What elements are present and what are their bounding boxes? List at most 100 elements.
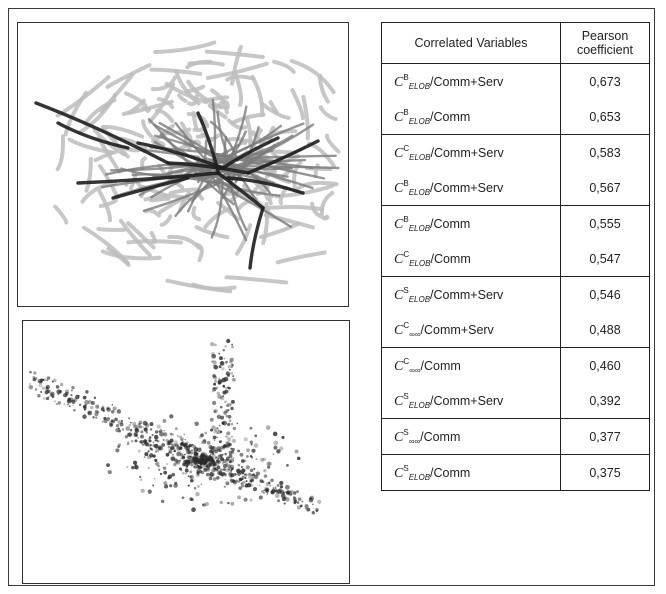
street-segment-light [272, 59, 296, 74]
variable-sup: B [403, 214, 409, 224]
street-segment-light [98, 164, 120, 200]
activity-point [258, 484, 261, 487]
activity-point [200, 441, 203, 444]
activity-point [240, 482, 243, 485]
activity-point [251, 473, 254, 477]
activity-point [37, 393, 41, 398]
activity-point [216, 427, 219, 430]
activity-point [71, 399, 76, 404]
activity-point [40, 378, 44, 382]
street-segment-light [105, 63, 152, 89]
activity-point [230, 422, 234, 426]
activity-point [45, 396, 50, 401]
activity-point [268, 461, 273, 466]
variable-symbol: C [394, 322, 404, 338]
activity-point [149, 453, 154, 458]
activity-point [279, 490, 285, 495]
activity-point [162, 419, 167, 423]
activity-point [143, 427, 148, 432]
activity-point [216, 436, 218, 439]
activity-point [222, 348, 226, 352]
variable-target: /Comm+Serv [430, 393, 504, 408]
activity-point [212, 445, 215, 448]
activity-point [186, 455, 190, 459]
activity-point [147, 489, 152, 494]
activity-point [184, 453, 186, 456]
street-segment-light [203, 207, 231, 229]
table-row: CSELOB/Comm 0,375 [381, 454, 650, 491]
activity-point [147, 466, 150, 470]
activity-point [84, 399, 89, 405]
street-segment-light [225, 74, 256, 82]
activity-point [248, 472, 252, 477]
table-row: CBELOB/Comm+Serv 0,567 [381, 170, 650, 206]
activity-point [249, 468, 254, 473]
variable-sub: ∞∞ [409, 329, 421, 339]
activity-point [276, 449, 281, 454]
activity-point [68, 405, 71, 408]
activity-point [206, 467, 210, 471]
table-row: CBELOB/Comm+Serv 0,673 [381, 63, 650, 99]
activity-point [213, 409, 218, 414]
activity-point [183, 433, 186, 436]
street-segment-main [196, 111, 220, 173]
activity-point [244, 476, 247, 480]
activity-point [140, 430, 144, 434]
street-segment-light [53, 204, 69, 225]
activity-point [94, 409, 99, 413]
activity-point [200, 433, 204, 438]
street-segment-mid [142, 181, 222, 212]
activity-point [191, 507, 196, 513]
activity-point [198, 459, 203, 464]
activity-point [107, 470, 112, 475]
activity-point [95, 404, 100, 409]
activity-point [167, 445, 171, 449]
activity-point [214, 427, 220, 433]
street-segment-light [165, 278, 233, 294]
activity-point [197, 465, 202, 470]
activity-point [196, 470, 200, 474]
activity-point [147, 438, 151, 441]
activity-point [204, 431, 208, 435]
activity-point [160, 430, 163, 432]
activity-point [286, 464, 289, 467]
pearson-value-cell: 0,546 [560, 276, 650, 312]
activity-point [134, 439, 138, 443]
activity-point [54, 400, 56, 403]
activity-point [207, 457, 210, 460]
activity-point [245, 465, 250, 470]
activity-point [144, 422, 148, 426]
street-segment-light [274, 183, 335, 199]
activity-point [211, 453, 216, 458]
activity-point [209, 417, 214, 422]
activity-point [150, 448, 154, 451]
activity-point [230, 372, 234, 375]
street-segment-light [268, 100, 279, 115]
table-header-row: Correlated Variables Pearson coefficient [381, 22, 650, 64]
activity-point [73, 397, 78, 402]
activity-point [224, 345, 227, 348]
activity-point [213, 382, 217, 386]
activity-point [194, 421, 199, 426]
activity-point [34, 388, 38, 391]
activity-point [89, 410, 92, 413]
activity-point [51, 380, 54, 383]
activity-point [163, 432, 168, 437]
activity-point [180, 457, 183, 460]
variable-target: /Comm [430, 251, 471, 266]
activity-point [189, 456, 191, 458]
activity-point [193, 487, 197, 490]
variable-target: /Comm+Serv [430, 74, 504, 89]
activity-point [269, 484, 272, 487]
street-segment-light [232, 70, 244, 107]
activity-point [223, 411, 227, 414]
activity-point [70, 389, 73, 392]
activity-point [101, 421, 104, 423]
activity-point [242, 480, 246, 484]
street-segment-light [84, 157, 93, 193]
pearson-value-cell: 0,673 [560, 63, 650, 99]
activity-point [156, 424, 161, 429]
activity-point [184, 472, 188, 475]
activity-point [171, 473, 175, 477]
street-segment-light [252, 179, 270, 201]
